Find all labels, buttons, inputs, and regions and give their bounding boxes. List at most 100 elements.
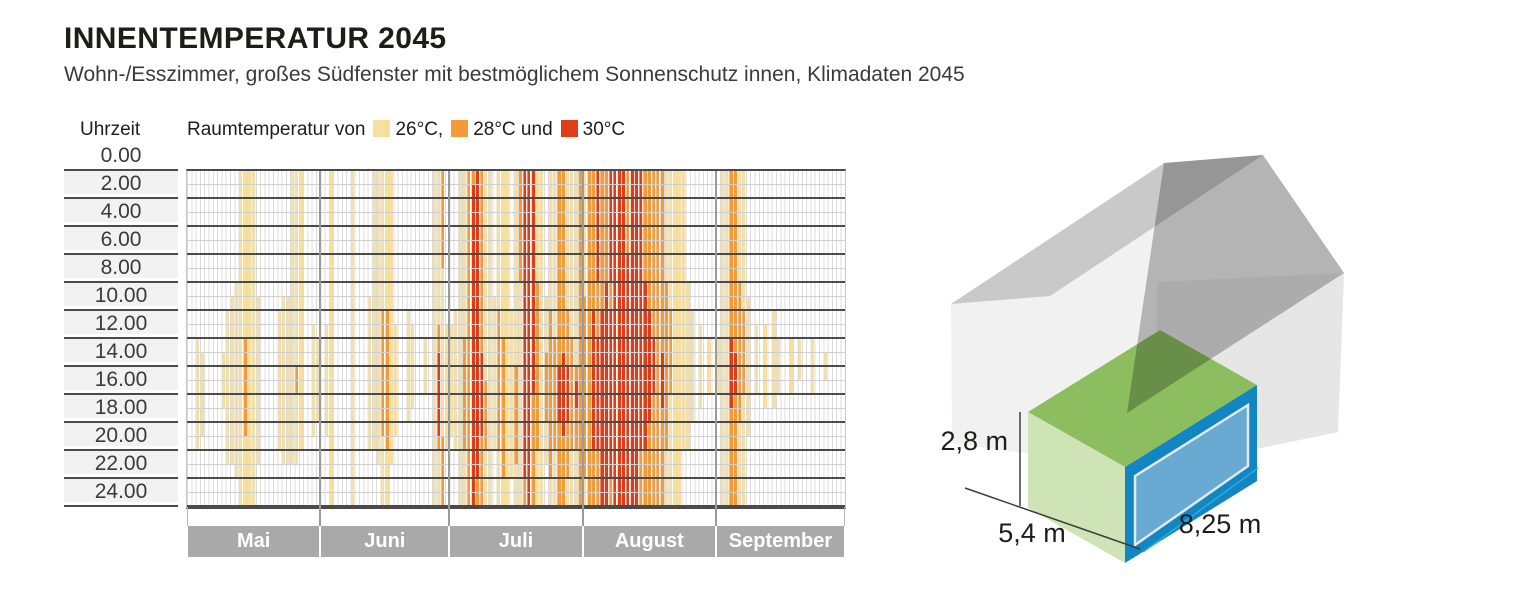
heatmap-column-juni-15 — [381, 171, 385, 507]
heatmap-column-juni-28 — [437, 171, 441, 507]
heatmap-cell — [596, 339, 600, 451]
heatmap-cell — [299, 171, 303, 451]
heatmap-cell — [652, 339, 656, 395]
legend-prefix: Raumtemperatur von — [187, 119, 366, 140]
heatmap-cell — [505, 171, 509, 507]
heatmap-cell — [630, 171, 634, 507]
heatmap-cell — [527, 171, 531, 507]
heatmap-cell — [535, 283, 540, 451]
heatmap-cell — [312, 325, 316, 437]
heatmap-column-juli-11 — [492, 171, 497, 507]
heatmap-column-juni-16 — [385, 171, 389, 507]
heatmap-column-mai-25 — [290, 171, 294, 507]
heatmap-column-juli-2 — [454, 171, 458, 507]
heatmap-cell — [660, 171, 664, 507]
heatmap-column-juni-30 — [445, 171, 449, 507]
heatmap-cell — [604, 283, 608, 507]
heatmap-cell — [256, 297, 260, 465]
chart-edge-line — [187, 507, 188, 526]
heatmap-column-juli-4 — [462, 171, 466, 507]
heatmap-cell — [295, 171, 299, 465]
heatmap-cell — [531, 171, 535, 395]
heatmap-column-juli-5 — [467, 171, 471, 507]
heatmap-cell — [230, 297, 234, 465]
heatmap-column-juli-10 — [488, 171, 492, 507]
heatmap-cell — [239, 171, 243, 507]
heatmap-column-mai-4 — [200, 171, 204, 507]
y-tick-12.00: 12.00 — [64, 311, 178, 339]
heatmap-column-mai-26 — [295, 171, 299, 507]
heatmap-cell — [290, 171, 294, 465]
heatmap-column-mai-22 — [277, 171, 281, 507]
heatmap-cell — [609, 311, 613, 479]
month-label-juli: Juli — [450, 526, 582, 557]
heatmap-column-september-12 — [763, 171, 767, 507]
y-tick-10.00: 10.00 — [64, 283, 178, 311]
heatmap-column-juli-8 — [480, 171, 484, 507]
heatmap-column-juli-29 — [570, 171, 574, 507]
heatmap-column-august-5 — [600, 171, 604, 507]
heatmap-column-september-23 — [811, 171, 815, 507]
heatmap-column-juni-27 — [432, 171, 436, 507]
heatmap-cell — [733, 353, 737, 395]
heatmap-column-august-6 — [604, 171, 608, 507]
y-axis-title: Uhrzeit — [80, 119, 141, 140]
heatmap-cell — [510, 311, 514, 479]
heatmap-column-september-2 — [720, 171, 724, 507]
heatmap-cell — [626, 255, 630, 507]
heatmap-column-september-26 — [824, 171, 828, 507]
y-tick-24.00: 24.00 — [64, 479, 178, 507]
heatmap-column-mai-23 — [282, 171, 286, 507]
heatmap-cell — [475, 171, 479, 479]
legend: Raumtemperatur von 26°C, 28°C und 30°C — [187, 119, 625, 141]
heatmap-column-mai-30 — [312, 171, 316, 507]
heatmap-cell — [725, 171, 729, 507]
heatmap-column-mai-11 — [230, 171, 234, 507]
heatmap-cell — [247, 171, 251, 507]
y-tick-18.00: 18.00 — [64, 395, 178, 423]
heatmap-column-august-17 — [652, 171, 656, 507]
heatmap-column-august-11 — [626, 171, 630, 507]
heatmap-cell — [742, 311, 746, 395]
heatmap-column-juli-28 — [566, 171, 570, 507]
roof-right-plane — [1127, 155, 1344, 413]
heatmap-cell — [763, 325, 767, 409]
heatmap-cell — [484, 381, 488, 451]
y-axis-tick-labels: 0.00 2.00 4.00 6.00 8.00 10.00 12.00 14.00 16.00… — [64, 143, 178, 507]
height-dimension-label: 2,8 m — [940, 426, 1008, 456]
heatmap-column-august-4 — [596, 171, 600, 507]
heatmap-cell — [729, 339, 733, 409]
heatmap-column-august-24 — [682, 171, 686, 507]
heatmap-column-september-3 — [725, 171, 729, 507]
heatmap-cell — [437, 353, 441, 437]
heatmap-column-juli-22 — [540, 171, 544, 507]
heatmap-cell — [656, 171, 660, 507]
legend-label-26c: 26°C, — [395, 119, 444, 140]
heatmap-column-august-12 — [630, 171, 634, 507]
heatmap-column-juli-19 — [527, 171, 531, 507]
room-left-face — [1028, 412, 1125, 563]
heatmap-cell — [677, 171, 681, 507]
heatmap-cell — [277, 311, 281, 451]
heatmap-column-august-15 — [643, 171, 647, 507]
legend-swatch-28c-icon — [451, 120, 469, 137]
heatmap-column-mai-13 — [239, 171, 243, 507]
heatmap-column-mai-14 — [243, 171, 247, 507]
heatmap-cell — [609, 171, 613, 283]
month-label-september: September — [716, 526, 844, 557]
temperature-heatmap — [186, 169, 846, 526]
heatmap-cell — [462, 339, 466, 451]
heatmap-cell — [587, 171, 591, 507]
heatmap-column-august-19 — [660, 171, 664, 507]
heatmap-column-juni-8 — [351, 171, 355, 507]
heatmap-cell — [738, 283, 742, 423]
month-label-august: August — [583, 526, 715, 557]
legend-label-28c: 28°C und — [473, 119, 553, 140]
heatmap-column-juli-26 — [557, 171, 561, 507]
heatmap-column-mai-3 — [196, 171, 200, 507]
heatmap-cell — [381, 311, 385, 437]
heatmap-cell — [686, 283, 690, 451]
heatmap-column-juni-13 — [372, 171, 376, 507]
heatmap-cell — [789, 339, 793, 395]
heatmap-column-juli-21 — [535, 171, 540, 507]
